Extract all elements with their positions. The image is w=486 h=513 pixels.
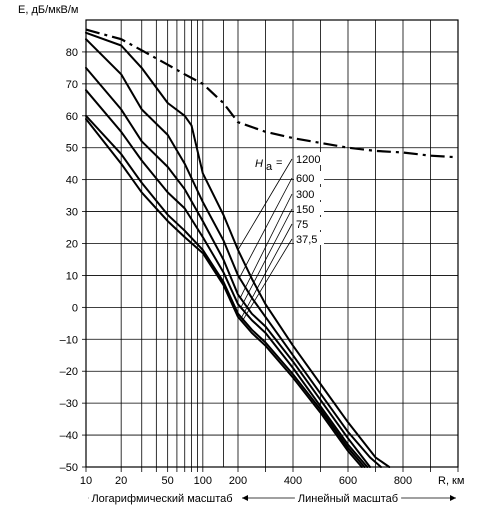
x-tick-label: 50	[162, 475, 174, 487]
free-space-line	[85, 28, 459, 159]
y-tick-label: 30	[66, 207, 78, 219]
y-tick-label: –10	[60, 334, 78, 346]
y-tick-label: 80	[66, 47, 78, 59]
grid	[82, 19, 459, 501]
legend-label: 300	[296, 189, 314, 201]
y-tick-label: –20	[60, 366, 78, 378]
scale-label-bg	[88, 493, 236, 505]
x-tick-label: 600	[339, 475, 357, 487]
legend-label-bg	[294, 202, 324, 215]
series-line-150	[85, 89, 369, 468]
legend-label: 150	[296, 204, 314, 216]
legend-leader	[239, 177, 293, 279]
series-line-37,5	[85, 118, 363, 468]
y-tick-label: –40	[60, 430, 78, 442]
legend-leader	[240, 223, 293, 319]
legend-label: 75	[296, 219, 308, 231]
y-tick-label: 60	[66, 111, 78, 123]
lin-scale-label: Линейный масштаб	[298, 493, 398, 505]
legend-label-bg	[294, 217, 324, 230]
x-tick-label: 20	[115, 475, 127, 487]
x-tick-label: 100	[194, 475, 212, 487]
legend-label: 1200	[296, 154, 320, 166]
series-line-300	[85, 66, 371, 468]
y-axis-label: E, дБ/мкВ/м	[18, 4, 78, 16]
series-line-1200	[85, 31, 391, 468]
legend-leader	[240, 208, 293, 308]
y-tick-label: 20	[66, 239, 78, 251]
legend-title: H	[255, 158, 263, 170]
y-tick-label: 0	[72, 302, 78, 314]
x-tick-label: 800	[394, 475, 412, 487]
curves	[85, 28, 459, 468]
x-tick-label: 10	[80, 475, 92, 487]
y-tick-label: 10	[66, 270, 78, 282]
y-tick-label: –50	[60, 462, 78, 474]
legend-leader	[239, 193, 293, 299]
legend-label-bg	[294, 187, 324, 200]
legend-equals: =	[276, 157, 282, 169]
legend-label-bg	[294, 171, 324, 184]
legend-label: 600	[296, 173, 314, 185]
x-axis-label: R, км	[438, 475, 464, 487]
legend-label-bg	[294, 232, 324, 245]
series-line-75	[85, 114, 366, 468]
y-tick-label: 40	[66, 175, 78, 187]
legend-label: 37,5	[296, 234, 317, 246]
x-tick-label: 200	[229, 475, 247, 487]
x-tick-label: 400	[284, 475, 302, 487]
legend-title-subscript: a	[266, 161, 273, 173]
legend-leader	[237, 158, 293, 251]
log-scale-label: Логарифмический масштаб	[91, 493, 232, 505]
legend-label-bg	[294, 152, 324, 165]
y-tick-label: 70	[66, 79, 78, 91]
legend-leader	[241, 238, 293, 322]
scale-label-bg	[294, 493, 402, 505]
series-line-600	[85, 38, 382, 468]
y-tick-label: 50	[66, 143, 78, 155]
y-tick-label: –30	[60, 398, 78, 410]
